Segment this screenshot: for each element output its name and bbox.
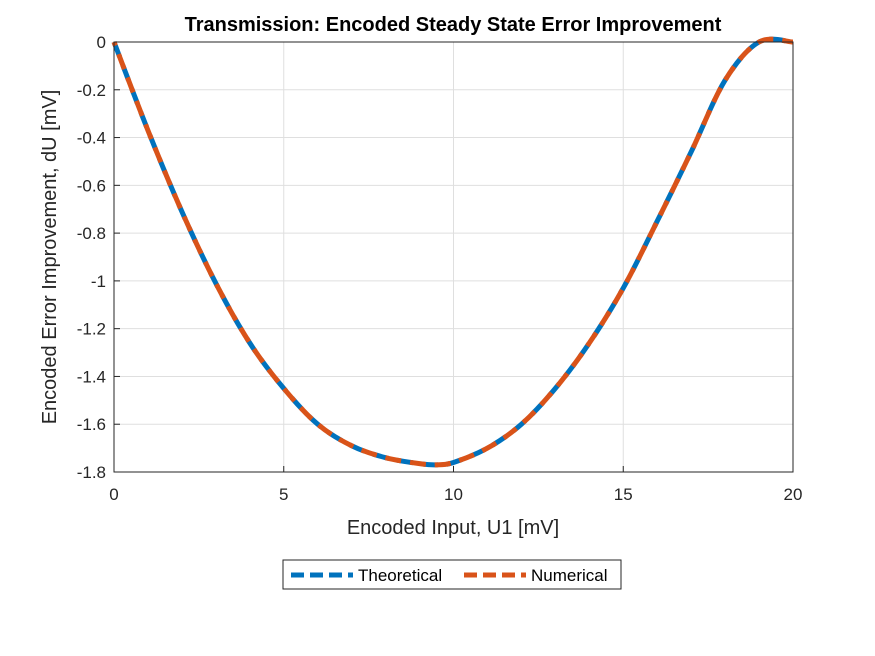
x-axis-label: Encoded Input, U1 [mV] (347, 517, 559, 539)
x-tick-label: 5 (279, 485, 288, 504)
y-tick-label: -0.8 (77, 224, 106, 243)
legend: Theoretical Numerical (282, 559, 622, 590)
y-tick-label: -0.2 (77, 81, 106, 100)
x-tick-label: 15 (614, 485, 633, 504)
legend-label-numerical: Numerical (531, 566, 608, 585)
y-tick-label: -1 (91, 272, 106, 291)
y-tick-label: -0.6 (77, 176, 106, 195)
y-tick-label: -1.4 (77, 367, 106, 386)
ticks: 0 5 10 15 20 0 -0.2 -0.4 -0.6 -0.8 -1 -1.2 -1.4 -1.6 -… (77, 33, 803, 504)
y-axis-label: Encoded Error Improvement, dU [mV] (39, 90, 61, 425)
series-layer (111, 36, 794, 468)
y-tick-label: -0.4 (77, 129, 106, 148)
y-tick-label: -1.6 (77, 415, 106, 434)
series-line-numerical (111, 36, 794, 468)
y-tick-label: 0 (97, 33, 106, 52)
y-tick-label: -1.8 (77, 463, 106, 482)
x-tick-label: 10 (444, 485, 463, 504)
legend-label-theoretical: Theoretical (358, 566, 442, 585)
x-tick-label: 20 (784, 485, 803, 504)
y-tick-label: -1.2 (77, 320, 106, 339)
chart-title: Transmission: Encoded Steady State Error… (185, 14, 722, 36)
x-tick-label: 0 (109, 485, 118, 504)
